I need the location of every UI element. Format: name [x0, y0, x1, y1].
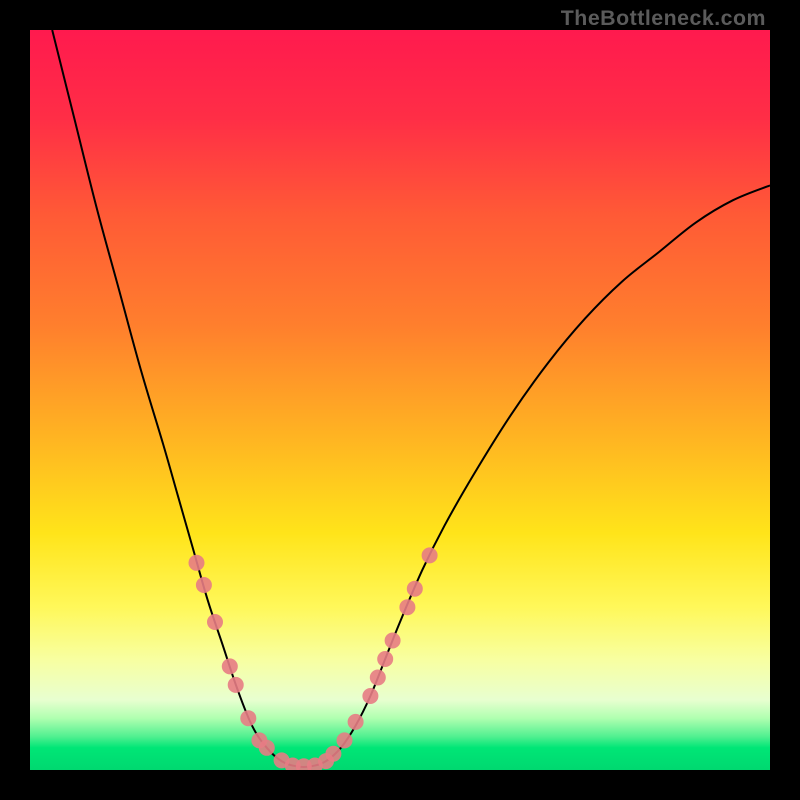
plot-area	[30, 30, 770, 770]
data-point	[228, 677, 244, 693]
data-point	[189, 555, 205, 571]
data-point	[348, 714, 364, 730]
data-point	[407, 581, 423, 597]
data-point	[325, 746, 341, 762]
data-point	[259, 740, 275, 756]
data-point	[399, 599, 415, 615]
data-point	[337, 732, 353, 748]
data-point	[222, 658, 238, 674]
data-point	[207, 614, 223, 630]
data-point	[240, 710, 256, 726]
watermark-label: TheBottleneck.com	[561, 6, 766, 31]
chart-frame: TheBottleneck.com	[0, 0, 800, 800]
data-point	[385, 633, 401, 649]
data-point	[377, 651, 393, 667]
data-point	[362, 688, 378, 704]
data-point	[370, 670, 386, 686]
data-point	[196, 577, 212, 593]
chart-svg	[30, 30, 770, 770]
data-point	[422, 547, 438, 563]
gradient-background	[30, 30, 770, 770]
